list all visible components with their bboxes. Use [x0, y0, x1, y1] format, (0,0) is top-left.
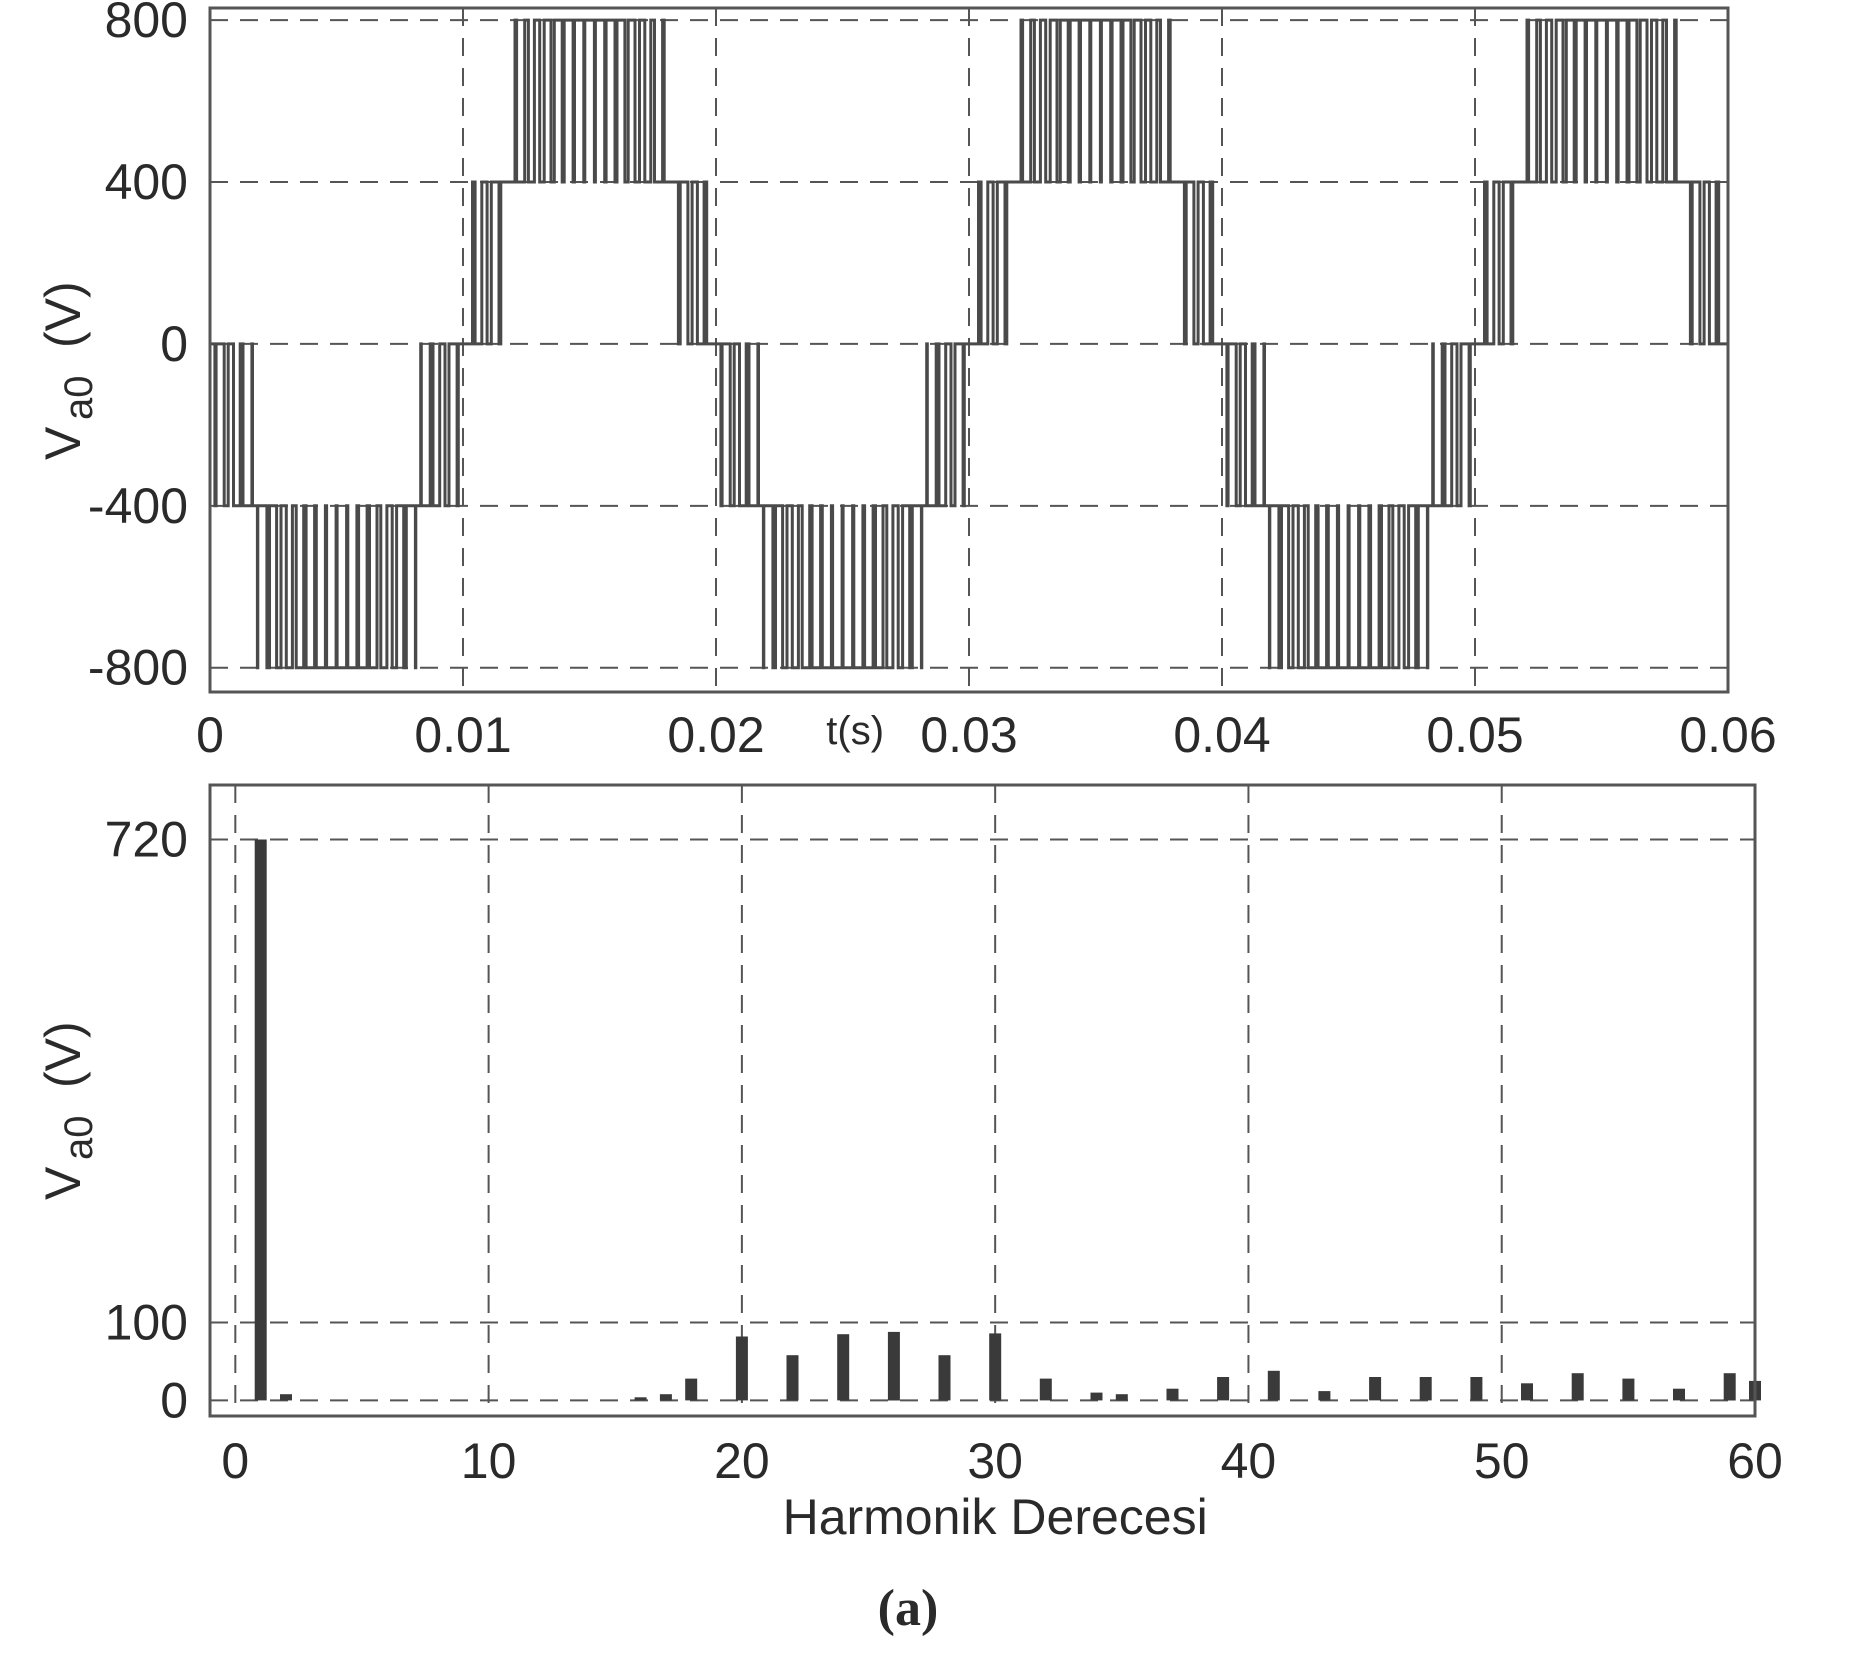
waveform-series [210, 18, 1728, 670]
waveform-y-label-sub: a0 [57, 376, 101, 421]
waveform-y-tick-label: 400 [105, 154, 188, 210]
harmonic-bar [685, 1378, 698, 1401]
harmonic-bar [938, 1355, 951, 1401]
waveform-y-tick-label: 800 [105, 0, 188, 48]
harmonic-x-axis-label: Harmonik Derecesi [783, 1489, 1208, 1545]
harmonic-y-label-main: V [35, 1166, 91, 1200]
waveform-x-tick-label: 0.04 [1173, 707, 1270, 763]
waveform-grid [210, 8, 1728, 692]
harmonic-y-ticks: 0 100 720 [105, 812, 188, 1429]
harmonic-bar [1115, 1394, 1128, 1401]
harmonic-x-tick-label: 40 [1221, 1433, 1277, 1489]
harmonic-bar [786, 1355, 799, 1401]
waveform-x-axis-label: t(s) [826, 709, 884, 753]
harmonic-bar [659, 1394, 672, 1401]
harmonic-bar [280, 1394, 292, 1401]
harmonic-bar [887, 1331, 900, 1401]
waveform-plot-frame [208, 6, 1730, 694]
waveform-y-tick-label: 0 [160, 316, 188, 372]
harmonic-bar [989, 1333, 1002, 1401]
harmonic-x-tick-label: 60 [1727, 1433, 1783, 1489]
harmonic-x-tick-label: 30 [967, 1433, 1023, 1489]
waveform-line [210, 18, 1728, 670]
waveform-chart: -800 -400 0 400 800 0 0.01 0.02 0.03 0.04 0.05 0.0… [35, 0, 1777, 763]
harmonic-x-tick-label: 50 [1474, 1433, 1530, 1489]
waveform-x-tick-label: 0.02 [667, 707, 764, 763]
harmonic-y-label-unit: (V) [35, 1021, 91, 1088]
waveform-y-tick-label: -800 [88, 640, 188, 696]
harmonic-bar [1369, 1377, 1382, 1401]
harmonic-bar [1470, 1377, 1483, 1401]
waveform-y-tick-label: -400 [88, 478, 188, 534]
harmonic-bar [1419, 1377, 1432, 1401]
harmonic-bar [254, 839, 267, 1401]
harmonic-bar [634, 1397, 647, 1401]
harmonic-x-tick-label: 20 [714, 1433, 770, 1489]
waveform-x-tick-label: 0.03 [920, 707, 1017, 763]
waveform-y-ticks: -800 -400 0 400 800 [88, 0, 188, 696]
waveform-y-axis-label: V a0 (V) [35, 281, 101, 460]
harmonic-x-tick-label: 10 [461, 1433, 517, 1489]
waveform-x-tick-label: 0.06 [1679, 707, 1776, 763]
harmonic-y-axis-label: V a0 (V) [35, 1021, 101, 1200]
harmonic-bars [254, 839, 1761, 1401]
harmonic-bar [837, 1334, 850, 1401]
harmonic-bar [1039, 1378, 1052, 1401]
waveform-x-tick-label: 0 [196, 707, 224, 763]
harmonic-bar [1267, 1370, 1280, 1401]
harmonic-bar [1723, 1373, 1736, 1401]
harmonic-bar [1318, 1391, 1331, 1401]
harmonic-y-label-sub: a0 [57, 1116, 101, 1161]
harmonic-y-tick-label: 0 [160, 1372, 188, 1428]
harmonic-bar [1622, 1378, 1635, 1401]
harmonic-x-tick-label: 0 [221, 1433, 249, 1489]
waveform-x-ticks: 0 0.01 0.02 0.03 0.04 0.05 0.06 [196, 707, 1777, 763]
harmonic-plot-frame [208, 783, 1757, 1418]
harmonic-bar [1217, 1377, 1230, 1401]
harmonic-x-ticks: 0 10 20 30 40 50 60 [221, 1433, 1782, 1489]
waveform-x-tick-label: 0.01 [414, 707, 511, 763]
harmonic-bar [1090, 1392, 1103, 1401]
harmonic-grid [210, 785, 1756, 1416]
waveform-x-tick-label: 0.05 [1426, 707, 1523, 763]
figure-caption: (a) [878, 1580, 939, 1637]
harmonic-bar [1521, 1383, 1533, 1401]
waveform-y-label-unit: (V) [35, 281, 91, 348]
harmonic-bar [735, 1336, 748, 1401]
harmonic-bar [1166, 1388, 1179, 1401]
harmonic-bar [1571, 1373, 1584, 1401]
waveform-y-label-main: V [35, 426, 91, 460]
harmonic-y-tick-label: 100 [105, 1295, 188, 1351]
harmonic-bar [1673, 1388, 1685, 1401]
harmonic-y-tick-label: 720 [105, 812, 188, 868]
